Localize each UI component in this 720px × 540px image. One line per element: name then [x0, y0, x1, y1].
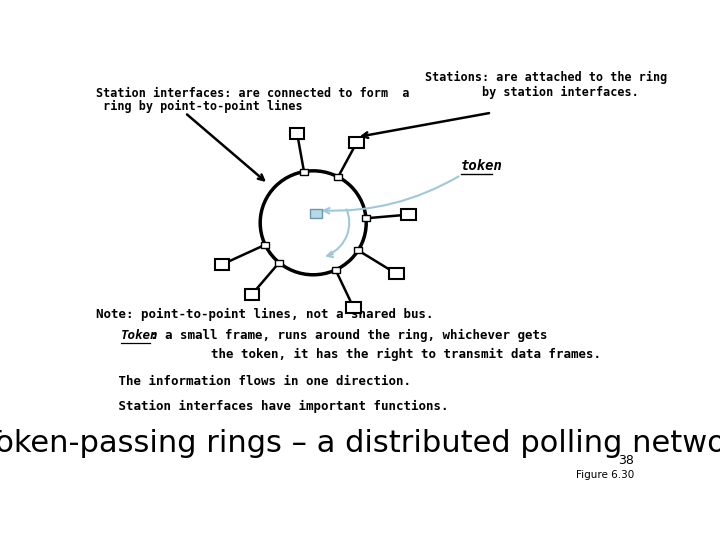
FancyBboxPatch shape — [245, 289, 259, 300]
Text: token: token — [461, 159, 503, 173]
FancyBboxPatch shape — [300, 168, 308, 174]
FancyBboxPatch shape — [362, 215, 370, 221]
FancyBboxPatch shape — [401, 209, 415, 220]
FancyBboxPatch shape — [354, 247, 362, 253]
FancyBboxPatch shape — [346, 302, 361, 313]
Text: Token-passing rings – a distributed polling network: Token-passing rings – a distributed poll… — [0, 429, 720, 457]
FancyBboxPatch shape — [334, 174, 342, 180]
Text: Token: Token — [121, 329, 158, 342]
Text: the token, it has the right to transmit data frames.: the token, it has the right to transmit … — [121, 348, 600, 361]
Text: 38: 38 — [618, 454, 634, 467]
FancyBboxPatch shape — [275, 260, 283, 266]
Text: ring by point-to-point lines: ring by point-to-point lines — [96, 99, 302, 113]
Text: Station interfaces have important functions.: Station interfaces have important functi… — [96, 400, 448, 413]
Text: Note: point-to-point lines, not a shared bus.: Note: point-to-point lines, not a shared… — [96, 308, 433, 321]
FancyBboxPatch shape — [310, 210, 322, 218]
FancyBboxPatch shape — [261, 242, 269, 248]
FancyBboxPatch shape — [290, 128, 305, 139]
Text: Stations: are attached to the ring: Stations: are attached to the ring — [425, 70, 667, 84]
FancyBboxPatch shape — [389, 268, 404, 279]
Text: Figure 6.30: Figure 6.30 — [576, 470, 634, 480]
FancyBboxPatch shape — [349, 137, 364, 148]
FancyBboxPatch shape — [215, 259, 229, 270]
FancyBboxPatch shape — [332, 267, 340, 273]
Text: by station interfaces.: by station interfaces. — [425, 86, 639, 99]
Text: : a small frame, runs around the ring, whichever gets: : a small frame, runs around the ring, w… — [150, 329, 547, 342]
Text: The information flows in one direction.: The information flows in one direction. — [96, 375, 410, 388]
Text: Station interfaces: are connected to form  a: Station interfaces: are connected to for… — [96, 87, 409, 100]
